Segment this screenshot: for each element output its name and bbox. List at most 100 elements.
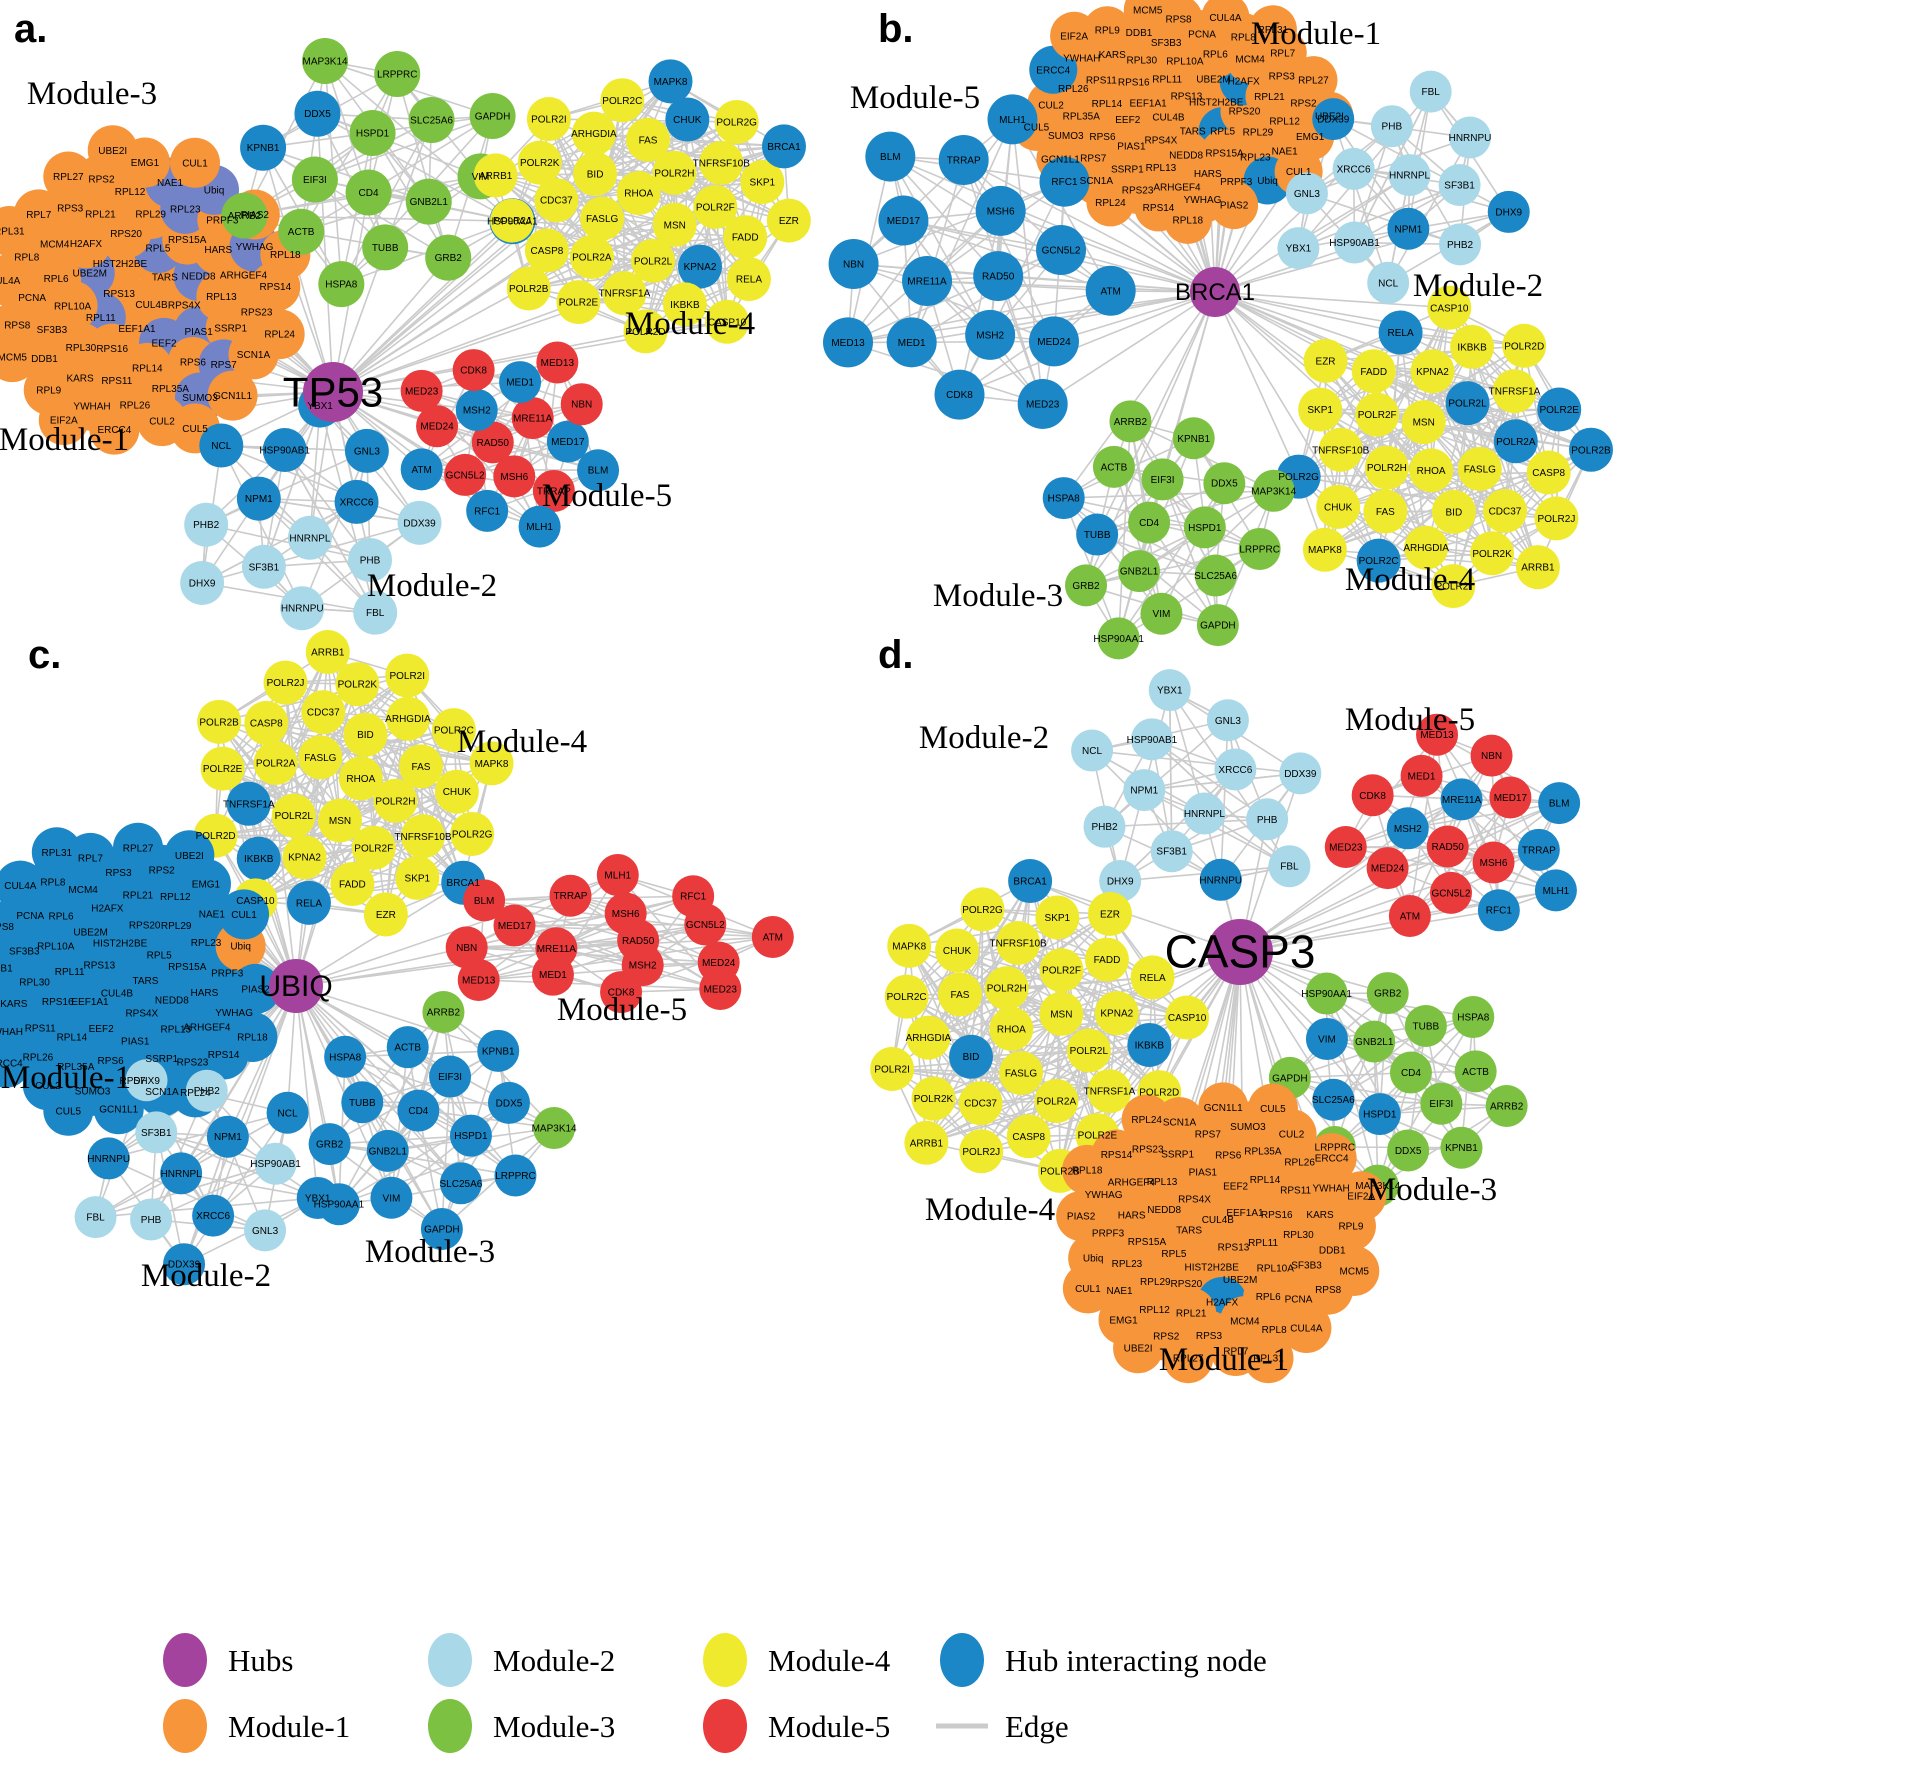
- node-EIF3I: [429, 1055, 472, 1098]
- node-HSP90AB1: [1333, 221, 1376, 264]
- node-label-UBE2M: UBE2M: [72, 268, 106, 279]
- node-GCN5L2: [1036, 225, 1087, 276]
- node-label-ACTB: ACTB: [288, 227, 315, 238]
- node-SLC25A6: [408, 96, 455, 143]
- node-label-MAP3K14: MAP3K14: [1355, 1181, 1400, 1192]
- node-label-RPS2: RPS2: [149, 865, 176, 876]
- node-label-MRE11A: MRE11A: [1442, 795, 1482, 806]
- node-label-FADD: FADD: [1094, 955, 1121, 966]
- hub-node-CASP3: [1207, 919, 1273, 985]
- node-label-MED23: MED23: [1026, 399, 1060, 410]
- node-POLR2G: [714, 99, 759, 144]
- node-label-CUL1: CUL1: [1286, 167, 1312, 178]
- node-label-RPL5: RPL5: [1161, 1249, 1186, 1260]
- node-DDX5: [1387, 1129, 1430, 1172]
- legend-swatch-module-1: [163, 1699, 207, 1753]
- node-RHOA: [989, 1006, 1034, 1051]
- node-HSPD1: [449, 1114, 492, 1157]
- node-label-HNRNPL: HNRNPL: [1184, 809, 1226, 820]
- node-label-MCM4: MCM4: [1230, 1317, 1260, 1328]
- node-label-POLR2A: POLR2A: [572, 252, 612, 263]
- node-label-CD4: CD4: [1401, 1068, 1421, 1079]
- node-label-RPL29: RPL29: [1140, 1277, 1171, 1288]
- node-label-YBX1: YBX1: [1286, 244, 1312, 255]
- node-MED13: [536, 341, 579, 384]
- node-label-POLR2K: POLR2K: [520, 158, 560, 169]
- node-label-ARRB1: ARRB1: [910, 1138, 944, 1149]
- node-label-HIST2H2BE: HIST2H2BE: [93, 939, 148, 950]
- node-label-DHX9: DHX9: [1107, 876, 1134, 887]
- node-label-POLR2G: POLR2G: [716, 117, 757, 128]
- node-label-YWHAG: YWHAG: [215, 1008, 253, 1019]
- node-label-ARRB2: ARRB2: [427, 1008, 461, 1019]
- node-label-MAPK8: MAPK8: [475, 759, 509, 770]
- node-label-RPS11: RPS11: [25, 1023, 56, 1034]
- module-label-b-module-4: Module-4: [1345, 562, 1475, 598]
- node-label-ERCC4: ERCC4: [97, 425, 131, 436]
- node-MED13: [823, 317, 874, 368]
- node-label-HSPD1: HSPD1: [1188, 523, 1222, 534]
- node-label-RPL30: RPL30: [66, 343, 97, 354]
- panel-letter-c: c.: [28, 633, 61, 677]
- node-RAD50: [973, 251, 1024, 302]
- node-label-SKP1: SKP1: [750, 178, 776, 189]
- node-label-YWHAH: YWHAH: [73, 401, 110, 412]
- node-label-BID: BID: [357, 730, 374, 741]
- node-label-IKBKB: IKBKB: [1457, 342, 1487, 353]
- node-label-RHOA: RHOA: [1417, 466, 1446, 477]
- node-label-YWHAG: YWHAG: [1085, 1190, 1123, 1201]
- module-label-d-module-4: Module-4: [925, 1192, 1055, 1228]
- node-label-POLR2L: POLR2L: [275, 811, 314, 822]
- node-label-SCN1A: SCN1A: [237, 350, 271, 361]
- node-CUL4A: [0, 860, 46, 911]
- node-SLC25A6: [439, 1162, 482, 1205]
- node-CDK8: [600, 971, 643, 1014]
- node-MED1: [1400, 754, 1443, 797]
- node-label-GNB2L1: GNB2L1: [410, 197, 449, 208]
- node-GNB2L1: [366, 1129, 409, 1172]
- node-BLM: [1538, 782, 1581, 825]
- node-POLR2A: [1493, 419, 1538, 464]
- node-POLR2D: [1502, 323, 1547, 368]
- node-label-MED1: MED1: [1408, 771, 1436, 782]
- node-XRCC6: [192, 1194, 235, 1237]
- node-label-LRPPRC: LRPPRC: [377, 70, 418, 81]
- label-layer: c. RHOA MSN FASLG POLR2H POLR2L BID POLR2F POLR2…: [0, 633, 783, 1294]
- node-label-HSPA8: HSPA8: [1048, 494, 1080, 505]
- node-label-EMG1: EMG1: [1296, 132, 1325, 143]
- module-label-d-module-3: Module-3: [1367, 1172, 1497, 1208]
- node-RPL31: [0, 206, 35, 257]
- node-label-ARRB2: ARRB2: [1490, 1102, 1524, 1113]
- node-label-MED13: MED13: [541, 358, 575, 369]
- node-label-RPS14: RPS14: [1101, 1150, 1133, 1161]
- node-label-RPL11: RPL11: [86, 313, 116, 324]
- node-label-ARHGDIA: ARHGDIA: [571, 129, 617, 140]
- node-CHUK: [665, 97, 710, 142]
- node-FADD: [330, 862, 375, 907]
- node-label-POLR2H: POLR2H: [375, 796, 415, 807]
- node-POLR2A: [569, 234, 614, 279]
- node-label-TRRAP: TRRAP: [947, 156, 981, 167]
- node-label-RPL10A: RPL10A: [1257, 1264, 1295, 1275]
- node-label-NEDD8: NEDD8: [1169, 151, 1203, 162]
- node-label-UBE2M: UBE2M: [73, 928, 107, 939]
- node-label-POLR2E: POLR2E: [1539, 405, 1579, 416]
- node-label-HARS: HARS: [1118, 1211, 1146, 1222]
- node-label-RPS16: RPS16: [96, 344, 128, 355]
- node-label-TUBB: TUBB: [1084, 530, 1111, 541]
- legend-swatch-hub-interacting-node: [940, 1633, 984, 1687]
- node-FADD: [1084, 937, 1129, 982]
- node-label-GCN5L2: GCN5L2: [1042, 246, 1081, 257]
- node-label-ARHGEF4: ARHGEF4: [1108, 1178, 1156, 1189]
- node-label-PCNA: PCNA: [1285, 1294, 1313, 1305]
- node-MED13: [1416, 713, 1459, 756]
- node-TNFRSF1A: [1492, 369, 1537, 414]
- node-label-VIM: VIM: [1318, 1034, 1336, 1045]
- module-label-d-module-1: Module-1: [1159, 1342, 1289, 1378]
- node-label-EEF1A1: EEF1A1: [71, 997, 109, 1008]
- node-PIAS2: [1210, 181, 1259, 230]
- node-label-RPS15A: RPS15A: [168, 962, 207, 973]
- node-CDC37: [534, 178, 579, 223]
- node-FBL: [353, 590, 398, 635]
- node-GNB2L1: [1118, 550, 1161, 593]
